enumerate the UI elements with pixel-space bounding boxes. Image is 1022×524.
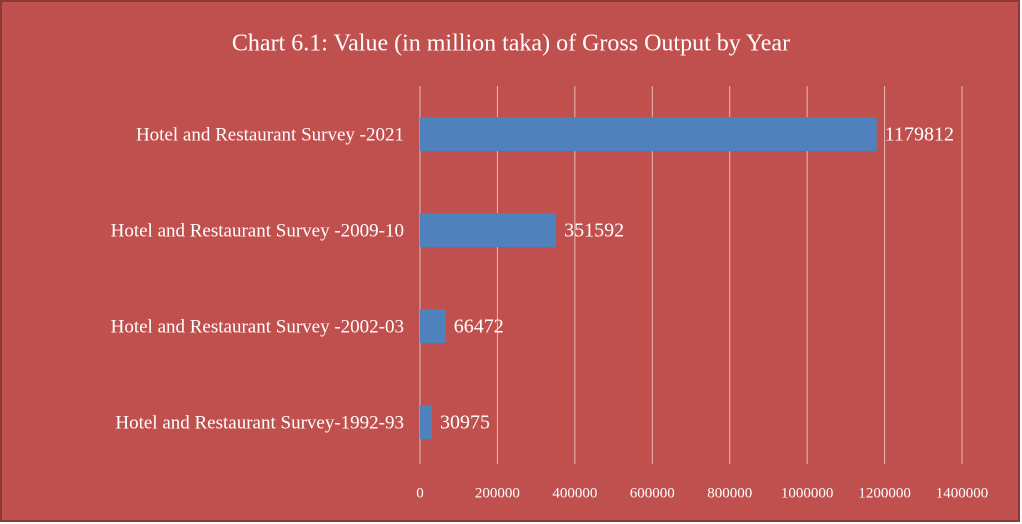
- data-label: 351592: [564, 220, 624, 242]
- y-tick-label: Hotel and Restaurant Survey -2002-03: [111, 316, 404, 337]
- x-tick-label: 400000: [552, 485, 597, 501]
- y-tick-label: Hotel and Restaurant Survey-1992-93: [115, 412, 404, 433]
- x-tick-label: 0: [416, 485, 424, 501]
- chart-title: Chart 6.1: Value (in million taka) of Gr…: [232, 31, 790, 57]
- bar: [420, 309, 446, 343]
- y-tick-label: Hotel and Restaurant Survey -2021: [136, 124, 404, 145]
- x-tick-label: 1000000: [781, 485, 834, 501]
- data-label: 30975: [440, 412, 490, 434]
- bar: [420, 405, 432, 439]
- x-tick-label: 200000: [475, 485, 520, 501]
- data-label: 1179812: [885, 124, 954, 146]
- x-tick-label: 1400000: [936, 485, 989, 501]
- bar: [420, 117, 877, 151]
- x-tick-label: 1200000: [858, 485, 911, 501]
- data-label: 66472: [454, 316, 504, 338]
- y-tick-label: Hotel and Restaurant Survey -2009-10: [111, 220, 404, 241]
- x-tick-label: 600000: [630, 485, 675, 501]
- x-tick-label: 800000: [707, 485, 752, 501]
- bar: [420, 213, 557, 247]
